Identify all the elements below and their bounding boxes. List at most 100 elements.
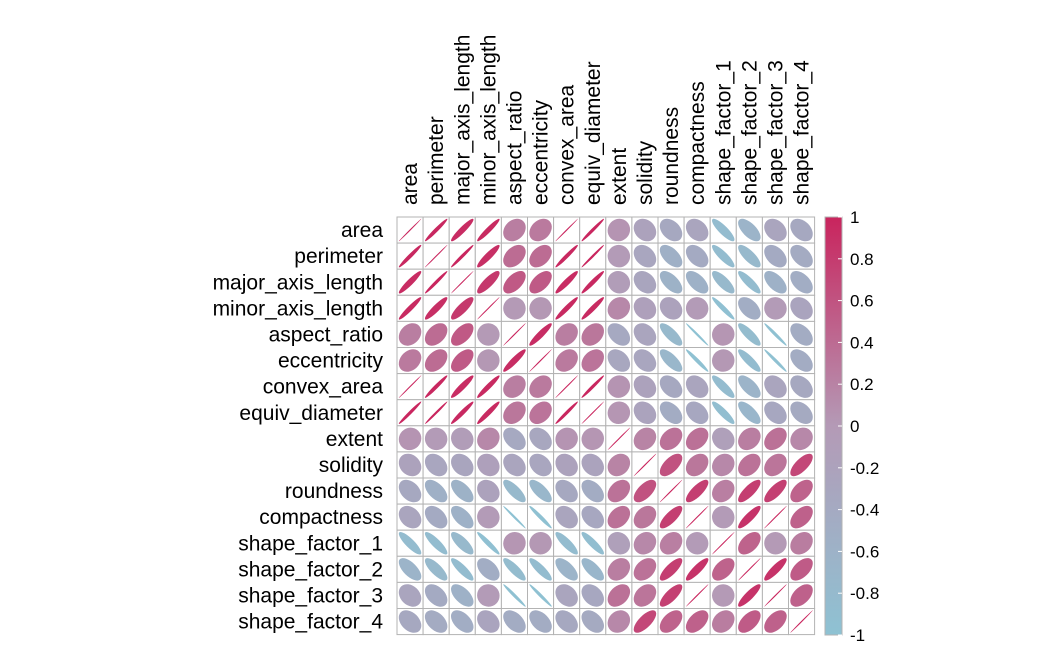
cell-9-13 bbox=[735, 451, 763, 479]
correlation-ellipse bbox=[581, 349, 604, 372]
correlation-ellipse bbox=[764, 558, 787, 581]
correlation-ellipse bbox=[555, 505, 578, 529]
row-label-shape-factor-2: shape_factor_2 bbox=[238, 558, 383, 581]
cell-10-6 bbox=[553, 477, 581, 505]
correlation-ellipse bbox=[424, 479, 448, 503]
correlation-ellipse bbox=[581, 297, 605, 320]
cell-8-14 bbox=[761, 425, 790, 453]
correlation-ellipse bbox=[581, 375, 605, 398]
cell-5-15 bbox=[788, 347, 816, 375]
cell-5-0 bbox=[396, 347, 424, 375]
cell-14-1 bbox=[422, 581, 450, 610]
cell-3-15 bbox=[788, 294, 816, 322]
cell-3-12 bbox=[709, 294, 737, 322]
correlation-ellipse bbox=[398, 218, 422, 242]
cell-4-14 bbox=[761, 320, 790, 348]
correlation-ellipse bbox=[685, 218, 709, 242]
cell-4-1 bbox=[422, 320, 450, 348]
cell-15-13 bbox=[735, 608, 763, 636]
correlation-ellipse bbox=[738, 427, 761, 451]
cell-6-1 bbox=[422, 373, 450, 401]
correlation-ellipse bbox=[607, 427, 631, 451]
correlation-ellipse bbox=[607, 244, 631, 268]
correlation-ellipse bbox=[633, 401, 657, 424]
correlation-ellipse bbox=[398, 479, 422, 503]
correlation-ellipse bbox=[451, 401, 474, 424]
cell-6-11 bbox=[683, 373, 711, 401]
cell-12-0 bbox=[396, 529, 424, 557]
cell-4-2 bbox=[448, 320, 476, 348]
cell-1-5 bbox=[527, 242, 555, 270]
correlation-ellipse bbox=[451, 218, 474, 242]
correlation-ellipse bbox=[477, 532, 500, 555]
correlation-ellipse bbox=[764, 610, 787, 633]
cell-4-0 bbox=[396, 320, 424, 348]
correlation-ellipse bbox=[738, 271, 761, 294]
cell-11-15 bbox=[788, 503, 816, 531]
cell-13-1 bbox=[422, 555, 450, 583]
correlation-ellipse bbox=[424, 375, 448, 398]
cell-2-4 bbox=[500, 268, 528, 296]
correlation-ellipse bbox=[711, 479, 735, 503]
cell-0-2 bbox=[448, 216, 476, 244]
correlation-ellipse bbox=[555, 401, 578, 424]
cell-10-15 bbox=[788, 477, 816, 505]
correlation-ellipse bbox=[712, 218, 735, 242]
correlation-ellipse bbox=[607, 584, 631, 607]
correlation-ellipse bbox=[451, 244, 474, 268]
correlation-ellipse bbox=[555, 218, 578, 242]
cell-3-2 bbox=[448, 294, 476, 322]
cell-11-9 bbox=[631, 503, 659, 531]
cell-8-10 bbox=[657, 425, 685, 453]
cell-2-1 bbox=[422, 268, 450, 296]
cell-1-15 bbox=[788, 242, 816, 270]
correlation-ellipse bbox=[790, 323, 813, 346]
row-label-roundness: roundness bbox=[285, 480, 383, 503]
correlation-ellipse bbox=[555, 323, 578, 346]
cell-0-11 bbox=[683, 216, 711, 244]
correlation-ellipse bbox=[607, 218, 631, 242]
row-labels: area perimeter major_axis_length minor_axis… bbox=[213, 219, 384, 633]
cell-12-5 bbox=[527, 529, 555, 557]
cell-5-12 bbox=[709, 347, 737, 375]
correlation-ellipse bbox=[477, 453, 500, 477]
correlation-ellipse bbox=[633, 218, 657, 242]
cell-4-5 bbox=[527, 320, 555, 348]
cell-4-15 bbox=[788, 320, 816, 348]
correlation-ellipse bbox=[738, 375, 761, 398]
correlation-ellipse bbox=[555, 584, 578, 607]
correlation-ellipse bbox=[633, 584, 657, 607]
cell-7-4 bbox=[500, 399, 528, 427]
cell-13-10 bbox=[657, 555, 685, 583]
cell-8-5 bbox=[527, 425, 555, 453]
correlation-ellipse bbox=[712, 453, 735, 477]
correlation-ellipse bbox=[398, 453, 422, 477]
correlation-ellipse bbox=[503, 349, 526, 372]
cell-12-3 bbox=[474, 529, 502, 557]
correlation-ellipse bbox=[685, 584, 709, 607]
cell-12-8 bbox=[605, 529, 633, 557]
correlation-ellipse bbox=[738, 244, 761, 268]
correlation-ellipse bbox=[398, 610, 422, 633]
cell-9-5 bbox=[527, 451, 555, 479]
correlation-ellipse bbox=[529, 610, 552, 633]
correlation-ellipse bbox=[712, 505, 735, 529]
correlation-ellipse bbox=[659, 558, 683, 581]
row-label-convex-area: convex_area bbox=[263, 376, 384, 399]
correlation-ellipse bbox=[398, 401, 422, 424]
row-label-extent: extent bbox=[326, 428, 383, 451]
cell-15-11 bbox=[683, 608, 711, 636]
cell-6-14 bbox=[761, 373, 790, 401]
cell-9-1 bbox=[422, 451, 450, 479]
cell-9-8 bbox=[605, 451, 633, 479]
correlation-ellipse bbox=[503, 505, 526, 529]
legend-tick-label: 0.4 bbox=[850, 333, 874, 352]
correlation-ellipse bbox=[398, 297, 422, 320]
cell-4-7 bbox=[579, 320, 607, 348]
cell-0-12 bbox=[709, 216, 737, 244]
correlation-ellipse bbox=[503, 453, 526, 477]
cell-1-4 bbox=[500, 242, 528, 270]
column-label-shape-factor-3: shape_factor_3 bbox=[764, 60, 787, 205]
correlation-ellipse bbox=[764, 323, 787, 346]
correlation-ellipse bbox=[555, 427, 578, 451]
